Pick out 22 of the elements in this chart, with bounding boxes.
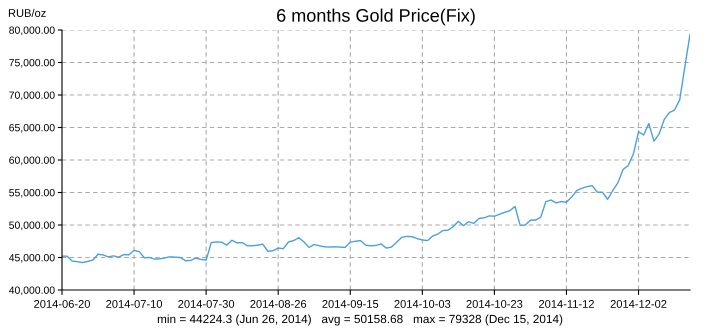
x-tick-label: 2014-08-26 [250, 300, 306, 308]
y-tick-label: 80,000.00 [9, 26, 55, 36]
y-tick-label: 55,000.00 [9, 189, 55, 198]
x-tick-label: 2014-07-10 [106, 300, 162, 308]
x-tick-label: 2014-12-02 [610, 300, 666, 308]
y-tick-label: 45,000.00 [8, 254, 55, 263]
x-tick-label: 2014-09-15 [322, 300, 378, 308]
line-series [62, 34, 690, 264]
x-tick-label: 2014-10-23 [466, 300, 522, 308]
y-tick-label: 60,000.00 [9, 156, 55, 166]
y-tick-label: 50,000.00 [9, 222, 55, 230]
y-tick-label: 65,000.00 [9, 124, 55, 133]
y-tick-label: 70,000.00 [9, 92, 55, 100]
y-tick-label: 75,000.00 [9, 59, 55, 68]
y-tick-label: 40,000.00 [8, 286, 55, 296]
x-tick-label: 2014-11-12 [539, 300, 594, 308]
text: min = 44224.3 (Jun 26, 2014) avg = 50158.68 max = 79328 (Dec 15, 2014) [158, 314, 562, 326]
x-tick-label: 2014-10-03 [394, 300, 450, 308]
chart-title: 6 months Gold Price(Fix) [277, 8, 475, 26]
x-tick-label: 2014-07-30 [178, 300, 234, 308]
y-axis-title: RUB/oz [8, 8, 46, 17]
x-tick-label: 2014-06-20 [34, 300, 90, 308]
